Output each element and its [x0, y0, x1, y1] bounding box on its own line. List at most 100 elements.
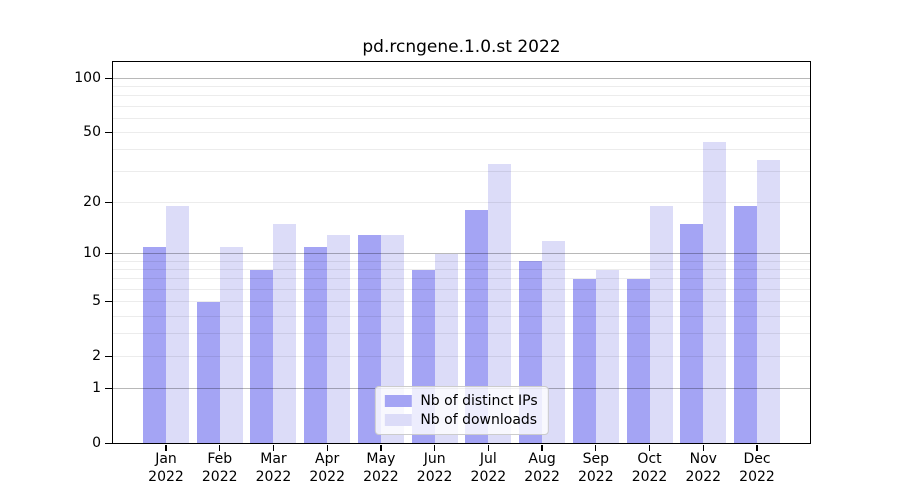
- y-tick-2: [105, 355, 113, 358]
- x-tick-may: [380, 444, 382, 451]
- x-tick-label-aug: Aug 2022: [510, 451, 574, 486]
- x-tick-month: Jul: [479, 451, 497, 467]
- legend-swatch-distinct-ips: [384, 394, 412, 407]
- y-tick-label-10: 10: [83, 245, 101, 262]
- bar-nb-of-downloads-dec: [757, 159, 780, 444]
- x-tick-year: 2022: [524, 468, 560, 485]
- y-tick-10: [105, 253, 113, 255]
- y-gridline-minor-70: [113, 105, 810, 107]
- bar-nb-of-distinct-ips-feb: [196, 301, 220, 444]
- y-gridline-minor-50: [113, 131, 810, 133]
- bar-nb-of-distinct-ips-mar: [250, 269, 274, 444]
- x-tick-label-sep: Sep 2022: [564, 451, 628, 486]
- bar-nb-of-distinct-ips-dec: [734, 206, 757, 444]
- x-tick-month: Aug: [528, 451, 556, 467]
- y-tick-5: [105, 301, 113, 303]
- legend-item-downloads: Nb of downloads: [384, 412, 537, 428]
- x-tick-month: Nov: [689, 451, 717, 467]
- legend: Nb of distinct IPs Nb of downloads: [374, 385, 549, 435]
- bar-nb-of-distinct-ips-jul: [465, 210, 489, 444]
- y-gridline-minor-8: [113, 269, 810, 271]
- y-gridline-minor-9: [113, 260, 810, 262]
- y-tick-label-20: 20: [83, 194, 101, 211]
- x-tick-year: 2022: [201, 468, 238, 485]
- bar-nb-of-downloads-nov: [703, 142, 727, 444]
- chart-title: pd.rcngene.1.0.st 2022: [362, 37, 561, 57]
- y-gridline-minor-6: [113, 288, 810, 290]
- bar-nb-of-distinct-ips-apr: [304, 246, 328, 444]
- bar-nb-of-downloads-mar: [273, 224, 297, 444]
- x-tick-dec: [756, 444, 758, 451]
- plot-area: Nb of distinct IPs Nb of downloads: [113, 62, 810, 444]
- bar-nb-of-distinct-ips-nov: [680, 224, 704, 444]
- x-tick-month: Oct: [637, 451, 662, 467]
- bar-nb-of-downloads-oct: [649, 206, 673, 444]
- x-tick-label-jul: Jul 2022: [456, 451, 520, 486]
- y-tick-label-0: 0: [92, 435, 101, 451]
- x-tick-feb: [219, 444, 221, 451]
- y-gridline-major-100: [113, 77, 810, 79]
- y-gridline-minor-90: [113, 85, 810, 87]
- x-tick-year: 2022: [470, 468, 507, 485]
- x-tick-label-mar: Mar 2022: [241, 451, 305, 486]
- bar-nb-of-downloads-apr: [327, 234, 351, 444]
- y-gridline-minor-7: [113, 278, 810, 280]
- y-tick-label-100: 100: [74, 69, 101, 86]
- y-tick-label-1: 1: [92, 380, 101, 397]
- x-tick-label-oct: Oct 2022: [618, 451, 682, 486]
- y-gridline-minor-2: [113, 356, 810, 358]
- x-tick-year: 2022: [148, 468, 184, 485]
- x-tick-nov: [702, 444, 704, 451]
- x-tick-month: Jan: [155, 451, 177, 467]
- bar-nb-of-downloads-jan: [166, 206, 189, 444]
- y-gridline-minor-5: [113, 301, 810, 303]
- x-tick-year: 2022: [577, 468, 614, 485]
- x-tick-year: 2022: [685, 468, 722, 485]
- x-tick-label-jan: Jan 2022: [134, 451, 198, 486]
- y-gridline-major-10: [113, 253, 810, 255]
- x-tick-mar: [272, 444, 275, 451]
- legend-label-downloads: Nb of downloads: [420, 411, 538, 428]
- legend-item-distinct-ips: Nb of distinct IPs: [384, 392, 538, 409]
- x-tick-aug: [541, 444, 543, 451]
- x-tick-month: May: [366, 451, 396, 467]
- y-tick-label-50: 50: [83, 123, 101, 140]
- y-tick-20: [105, 201, 113, 204]
- x-tick-jul: [487, 444, 489, 451]
- y-gridline-minor-30: [113, 171, 810, 173]
- x-tick-year: 2022: [309, 468, 345, 485]
- bar-nb-of-distinct-ips-jan: [143, 246, 166, 444]
- y-gridline-minor-20: [113, 202, 810, 204]
- x-tick-month: Mar: [260, 451, 287, 467]
- x-tick-month: Jun: [423, 451, 446, 467]
- x-tick-year: 2022: [363, 468, 399, 485]
- y-tick-1: [105, 387, 113, 390]
- x-tick-month: Dec: [743, 451, 771, 467]
- x-tick-year: 2022: [416, 468, 453, 485]
- bar-nb-of-distinct-ips-sep: [572, 278, 596, 444]
- y-tick-label-2: 2: [92, 348, 101, 365]
- legend-swatch-downloads: [384, 413, 412, 426]
- bar-nb-of-downloads-sep: [595, 269, 619, 444]
- y-gridline-minor-4: [113, 315, 810, 317]
- x-tick-apr: [326, 444, 328, 451]
- x-tick-year: 2022: [631, 468, 668, 485]
- x-tick-month: Feb: [207, 451, 233, 467]
- bar-nb-of-downloads-feb: [219, 246, 243, 444]
- x-tick-label-apr: Apr 2022: [295, 451, 359, 486]
- x-tick-label-dec: Dec 2022: [725, 451, 789, 486]
- bar-nb-of-downloads-jul: [488, 164, 512, 444]
- x-tick-year: 2022: [739, 468, 775, 485]
- x-tick-sep: [595, 444, 597, 451]
- legend-label-distinct-ips: Nb of distinct IPs: [420, 392, 538, 409]
- x-tick-year: 2022: [255, 468, 292, 485]
- x-tick-jan: [165, 444, 167, 451]
- x-tick-jun: [433, 444, 436, 451]
- x-tick-oct: [648, 444, 651, 451]
- bar-nb-of-distinct-ips-oct: [626, 278, 650, 444]
- y-tick-50: [105, 131, 113, 133]
- y-tick-100: [105, 77, 113, 79]
- x-tick-month: Sep: [582, 451, 609, 467]
- x-tick-label-may: May 2022: [349, 451, 413, 486]
